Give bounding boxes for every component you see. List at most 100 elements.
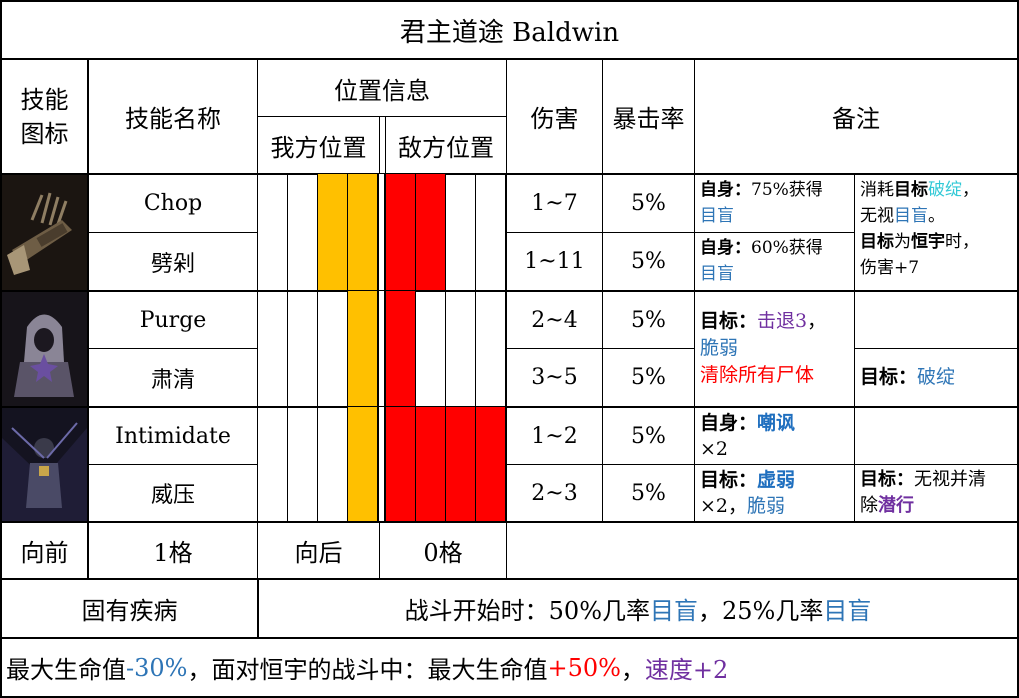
enemy-position-cell (386, 174, 416, 290)
skill-name: Chop (143, 191, 203, 216)
self-position-cell (318, 407, 348, 521)
self-position-cell (288, 291, 318, 406)
self-position-cell (348, 174, 378, 290)
status-blind: 目盲 (894, 206, 928, 226)
enemy-position-cell (416, 291, 446, 406)
note-purge-2: 目标：破绽 (855, 349, 1017, 406)
enemy-position-cell (476, 291, 506, 406)
self-position-cell (258, 174, 288, 290)
skill-crit: 5% (631, 191, 666, 216)
skill-name: 劈剁 (150, 251, 195, 277)
enemy-position-cell (446, 407, 476, 521)
skill-name: Purge (139, 307, 207, 333)
note-text: 75%获得 (751, 180, 823, 200)
move-forward-value: 1格 (153, 539, 193, 567)
note-text: ， (962, 180, 979, 200)
status-blind: 目盲 (650, 597, 698, 625)
note-intimidate-stealth: 目标：无视并清 除潜行 (855, 465, 1017, 521)
move-back-value: 0格 (423, 539, 463, 567)
footer-note: 最大生命值 -30% ，面对恒宇的战斗中：最大生命值 +50%，速度+2 (6, 639, 1016, 696)
hp-minus: -30% (126, 653, 188, 682)
note-label: 自身： (700, 412, 758, 434)
axe-chop-icon (2, 175, 87, 290)
note-text: 伤害+7 (860, 258, 920, 278)
status-weaken: 虚弱 (757, 469, 796, 491)
self-position-cell (318, 174, 348, 290)
note-label: 目标 (894, 180, 928, 200)
enemy-position-cell (416, 407, 446, 521)
skill-name: Intimidate (115, 423, 231, 449)
position-separator (377, 174, 386, 290)
status-stealth: 潜行 (878, 495, 914, 516)
disease-desc: 战斗开始时：50%几率 (404, 597, 650, 625)
status-blind: 目盲 (700, 206, 734, 226)
status-blind: 目盲 (700, 264, 734, 284)
disease-text: 战斗开始时：50%几率 目盲 ，25%几率 目盲 (259, 580, 1017, 637)
enemy-position-cell (416, 174, 446, 290)
skill-crit: 5% (631, 423, 666, 449)
skill-damage: 1~2 (531, 423, 578, 449)
self-position-cell (348, 291, 378, 406)
enemy-position-cell (386, 291, 416, 406)
note-clear-corpses: 清除所有尸体 (700, 364, 815, 386)
header-damage: 伤害 (530, 105, 579, 133)
move-forward-label: 向前 (20, 539, 69, 567)
note-label: 自身： (700, 238, 751, 258)
self-position-cell (288, 407, 318, 521)
note-eternal: 恒宇 (911, 232, 945, 252)
note-label: 目标： (700, 469, 758, 491)
footer-text: ，面对恒宇的战斗中：最大生命值 (187, 656, 548, 684)
note-label: 目标： (860, 469, 914, 490)
enemy-position-cell (446, 291, 476, 406)
status-break: 破绽 (928, 180, 962, 200)
status-weak: 脆弱 (747, 495, 786, 517)
note-text: ， (807, 310, 827, 332)
status-break: 破绽 (917, 366, 956, 388)
skill-damage: 2~3 (531, 480, 578, 506)
enemy-position-cell (476, 407, 506, 521)
enemy-position-cell (476, 174, 506, 290)
intimidate-icon (2, 408, 87, 521)
header-skill-name: 技能名称 (125, 105, 221, 133)
self-position-cell (288, 174, 318, 290)
skill-name: 肃清 (150, 367, 195, 393)
header-skill-icon: 技能 图标 (2, 60, 87, 173)
header-enemy-position: 敌方位置 (398, 133, 494, 162)
note-chop-shared: 消耗目标破绽， 无视目盲。 目标为恒宇时， 伤害+7 (855, 175, 1017, 290)
speed-bonus: 速度+2 (644, 656, 729, 684)
note-text: 60%获得 (751, 238, 823, 258)
note-text: 。 (928, 206, 945, 226)
self-position-cell (258, 407, 288, 521)
note-intimidate-target: 目标：虚弱 ×2，脆弱 (695, 465, 854, 521)
status-blind: 目盲 (823, 597, 872, 625)
skill-damage: 2~4 (531, 307, 578, 333)
note-text: ×2 (700, 438, 729, 460)
position-separator (377, 291, 386, 406)
note-text: ×2， (700, 495, 748, 517)
status-taunt: 嘲讽 (757, 412, 796, 434)
header-notes: 备注 (832, 105, 880, 133)
skill-crit: 5% (631, 480, 666, 506)
note-label: 目标： (860, 366, 918, 388)
disease-label: 固有疾病 (81, 597, 178, 625)
note-text: 为 (894, 232, 911, 252)
note-purge: 目标：击退3， 脆弱 清除所有尸体 (695, 306, 854, 401)
skill-crit: 5% (631, 249, 666, 274)
skill-damage: 1~7 (531, 191, 578, 216)
header-skill-icon-line1: 技能 (20, 85, 69, 114)
disease-desc: ，25%几率 (698, 597, 824, 625)
status-knockback: 击退3 (757, 310, 808, 332)
note-label: 目标 (860, 232, 894, 252)
self-position-cell (318, 291, 348, 406)
note-label: 自身： (700, 180, 751, 200)
note-intimidate-self: 自身：嘲讽 ×2 (695, 408, 854, 464)
note-text: 无视 (860, 206, 894, 226)
note-text: 时， (945, 232, 979, 252)
skill-damage: 1~11 (524, 249, 585, 274)
note-text: 除 (860, 495, 878, 516)
note-text: 消耗 (860, 180, 894, 200)
skill-name: 威压 (150, 483, 195, 508)
header-crit: 暴击率 (612, 105, 685, 133)
enemy-position-cell (446, 174, 476, 290)
position-separator (377, 407, 386, 521)
